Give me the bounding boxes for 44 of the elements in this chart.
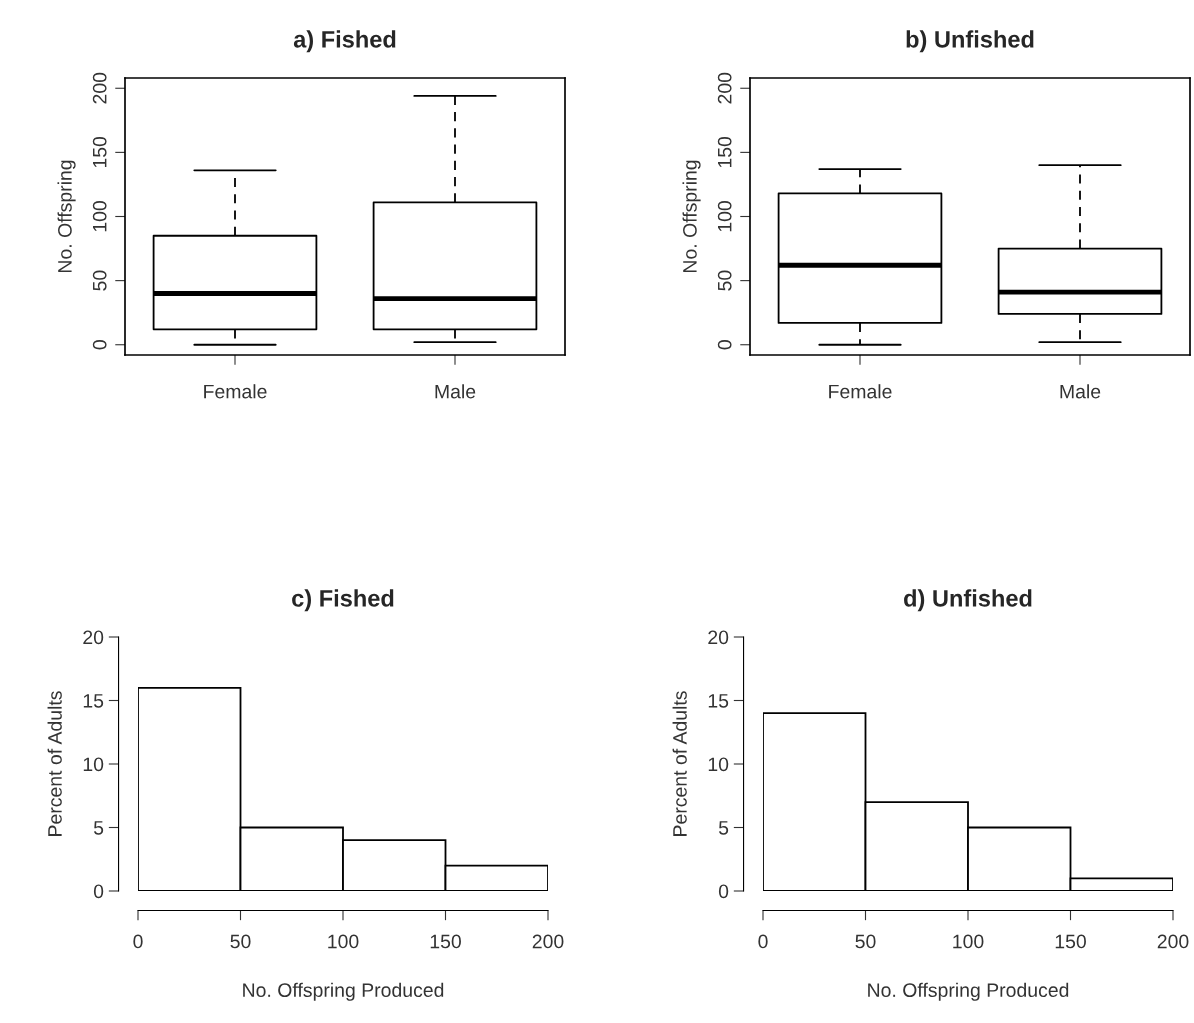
x-tick-label: 100 (953, 934, 984, 949)
y-tick-label: 50 (92, 270, 107, 291)
x-tick-label: 0 (758, 934, 768, 949)
y-tick-label: 20 (708, 630, 729, 645)
y-axis-title: Percent of Adults (47, 691, 62, 836)
chart-title: b) Unfished (906, 30, 1034, 53)
y-tick-label: 50 (717, 270, 732, 291)
y-tick-label: 10 (83, 757, 104, 772)
y-tick-label: 15 (83, 694, 104, 708)
y-axis-title: No. Offspring (57, 160, 76, 273)
y-tick-label: 200 (717, 72, 732, 104)
y-tick-label: 150 (92, 136, 107, 168)
x-tick-label: Female (204, 384, 267, 399)
x-tick-label: 200 (1157, 934, 1189, 949)
chart-title: d) Unfished (904, 589, 1032, 612)
y-tick-label: 0 (717, 340, 732, 350)
x-tick-label: Female (829, 384, 892, 399)
x-tick-label: 100 (328, 934, 359, 949)
x-tick-label: Male (435, 384, 476, 399)
x-axis-title: No. Offspring Produced (243, 982, 444, 1001)
y-tick-label: 0 (92, 340, 107, 350)
y-axis-title: No. Offspring (682, 160, 701, 273)
x-axis-title: No. Offspring Produced (868, 982, 1069, 1001)
y-tick-label: 100 (92, 201, 107, 232)
y-tick-label: 0 (93, 884, 104, 899)
y-axis-title: Percent of Adults (672, 691, 687, 836)
x-tick-label: 150 (430, 934, 461, 949)
y-tick-label: 150 (717, 136, 732, 168)
y-tick-label: 200 (92, 72, 107, 104)
chart-title: c) Fished (292, 589, 394, 612)
x-tick-label: Male (1060, 384, 1101, 399)
x-tick-label: 50 (230, 934, 251, 949)
x-tick-label: 0 (133, 934, 143, 949)
y-tick-label: 0 (718, 884, 729, 899)
y-tick-label: 5 (718, 821, 729, 835)
y-tick-label: 10 (708, 757, 729, 772)
chart-title: a) Fished (293, 30, 396, 53)
x-tick-label: 200 (532, 934, 564, 949)
y-tick-label: 20 (83, 630, 104, 645)
y-tick-label: 5 (93, 821, 104, 835)
y-tick-label: 100 (717, 201, 732, 232)
y-tick-label: 15 (708, 694, 729, 708)
x-tick-label: 150 (1055, 934, 1086, 949)
x-tick-label: 50 (855, 934, 876, 949)
